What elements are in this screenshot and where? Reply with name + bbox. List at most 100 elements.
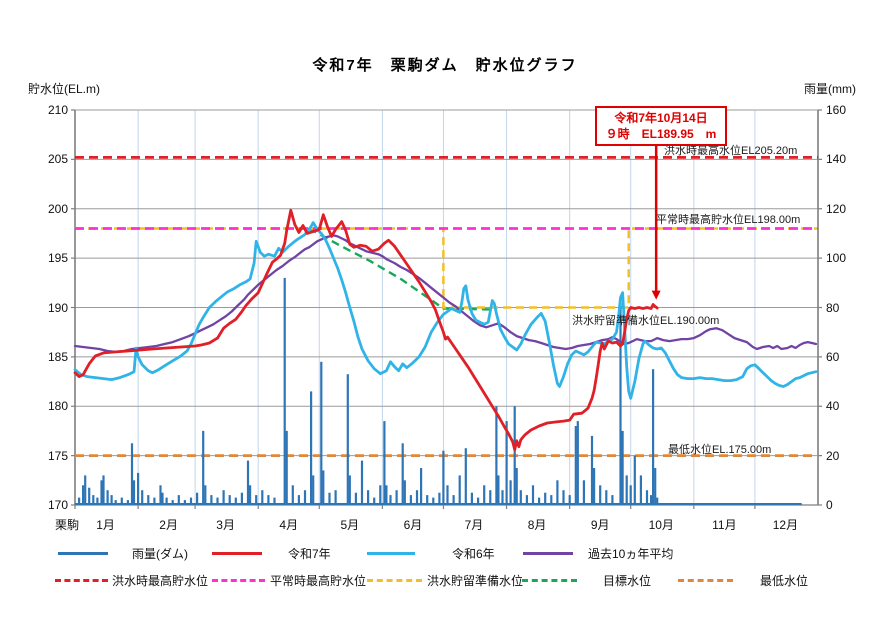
rain-bar (132, 480, 136, 505)
rain-bar (354, 492, 357, 505)
rain-bar (470, 492, 473, 505)
left-axis-tick: 210 (47, 103, 68, 117)
rain-bar (106, 490, 109, 505)
rain-bar (625, 475, 628, 505)
rain-bar (574, 426, 577, 505)
rain-bar (189, 497, 193, 505)
rain-bar (645, 490, 649, 505)
rain-bar (92, 495, 95, 505)
rain-bar (483, 485, 486, 506)
right-axis-tick: 160 (826, 103, 847, 117)
rain-bar (452, 495, 455, 505)
rain-bar (240, 492, 243, 505)
rain-bar (650, 495, 653, 505)
right-axis-tick: 120 (826, 201, 847, 216)
rain-bar (652, 369, 655, 505)
legend-swatch-normal-max (212, 579, 265, 582)
legend-swatch-rain (58, 552, 108, 555)
rain-bar (255, 495, 258, 505)
month-label: 2月 (159, 518, 178, 532)
right-axis-tick: 80 (826, 300, 840, 315)
rain-bar (515, 468, 518, 505)
rain-bar (328, 492, 331, 505)
rain-bar (593, 468, 596, 505)
rain-bar (165, 497, 168, 505)
rain-bar (141, 490, 144, 505)
rain-bar (334, 490, 337, 505)
rain-bar (297, 495, 300, 505)
month-label: 4月 (279, 518, 299, 532)
legend-label-10yr-avg: 過去10ヵ年平均 (588, 547, 674, 561)
legend-swatch-flood-prep (367, 579, 422, 582)
rain-bar (153, 497, 156, 505)
month-label: 9月 (590, 518, 610, 532)
rain-bar (599, 485, 602, 506)
left-axis-tick: 185 (47, 349, 68, 364)
rain-bar (210, 495, 213, 505)
rain-bar (656, 497, 659, 505)
rain-bar (509, 480, 512, 505)
legend-swatch-reiwa7 (212, 552, 262, 555)
rain-bar (497, 475, 500, 505)
rain-bar (513, 406, 516, 506)
month-label: 10月 (648, 518, 674, 532)
rain-bar (261, 490, 264, 505)
rain-bar (383, 421, 386, 505)
rain-bar (196, 492, 199, 505)
rain-bar (426, 495, 429, 505)
legend-label-reiwa6: 令和6年 (452, 547, 495, 561)
rain-bar (438, 492, 441, 505)
right-axis-tick: 40 (826, 399, 840, 414)
rain-bar (360, 460, 364, 505)
right-axis-title: 雨量(mm) (804, 82, 856, 96)
rain-bar (102, 475, 105, 505)
right-axis-tick: 60 (826, 349, 840, 364)
legend-swatch-target (522, 579, 577, 582)
rain-bar (110, 495, 113, 505)
rain-bar (619, 302, 622, 505)
legend-swatch-10yr-avg (523, 552, 573, 555)
ref-label-normal-max: 平常時最高貯水位EL198.00m (656, 214, 801, 226)
month-label: 7月 (464, 518, 484, 532)
legend-label-flood-prep: 洪水貯留準備水位 (427, 574, 524, 588)
page-title: 令和7年 栗駒ダム 貯水位グラフ (312, 57, 578, 74)
rain-bar (222, 490, 225, 505)
rain-bar (346, 374, 349, 505)
rain-bar (126, 500, 129, 505)
rain-bar (246, 460, 250, 505)
rain-bar (489, 490, 492, 505)
rain-bar (519, 490, 522, 505)
station-label: 栗駒 (55, 518, 80, 532)
ref-label-min: 最低水位EL.175.00m (668, 444, 772, 456)
rain-bar (525, 495, 528, 505)
legend-label-min: 最低水位 (760, 574, 809, 588)
rain-bar (562, 490, 565, 505)
rain-bar (385, 485, 388, 506)
rain-bar (639, 475, 642, 505)
rain-bar (550, 495, 553, 505)
rain-bar (285, 430, 288, 505)
month-label: 11月 (712, 518, 737, 532)
rain-bar (234, 497, 237, 505)
rain-bar (171, 500, 174, 505)
rain-bar (464, 448, 467, 505)
legend-swatch-reiwa6 (367, 552, 415, 555)
annotation-arrowhead (651, 290, 661, 300)
rain-bar (409, 495, 412, 505)
rain-bar (582, 480, 585, 505)
month-label: 8月 (527, 518, 547, 532)
rain-bar (100, 480, 103, 505)
annotation-callout: 令和7年10月14日 ９時 EL189.95 m (595, 106, 727, 146)
legend-label-normal-max: 平常時最高貯水位 (270, 574, 367, 588)
rain-bar (283, 277, 286, 505)
rain-bar (373, 497, 376, 505)
rain-bar (204, 485, 207, 506)
rain-bar (183, 500, 186, 505)
rain-bar (611, 495, 614, 505)
rain-bar (544, 492, 547, 505)
ref-label-flood-max: 洪水時最高水位EL205.20m (664, 145, 798, 157)
left-axis-tick: 205 (47, 152, 68, 167)
rain-bar (202, 430, 205, 505)
